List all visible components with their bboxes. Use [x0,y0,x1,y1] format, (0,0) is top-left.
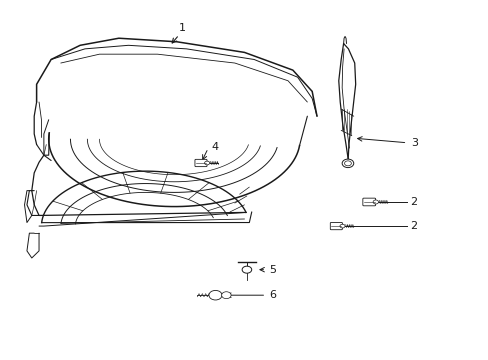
FancyBboxPatch shape [329,222,342,230]
Text: 1: 1 [179,23,186,32]
Circle shape [208,291,222,300]
Text: 2: 2 [409,221,416,231]
Text: 2: 2 [409,197,416,207]
Circle shape [242,266,251,273]
Text: 4: 4 [211,142,218,152]
Circle shape [221,292,231,299]
Circle shape [344,161,350,166]
FancyBboxPatch shape [195,159,206,167]
FancyBboxPatch shape [362,198,375,206]
Circle shape [372,200,378,204]
Text: 6: 6 [269,290,276,300]
Text: 3: 3 [410,138,417,148]
Circle shape [339,224,345,228]
Text: 5: 5 [269,265,276,275]
Circle shape [204,161,209,165]
Circle shape [342,159,353,168]
